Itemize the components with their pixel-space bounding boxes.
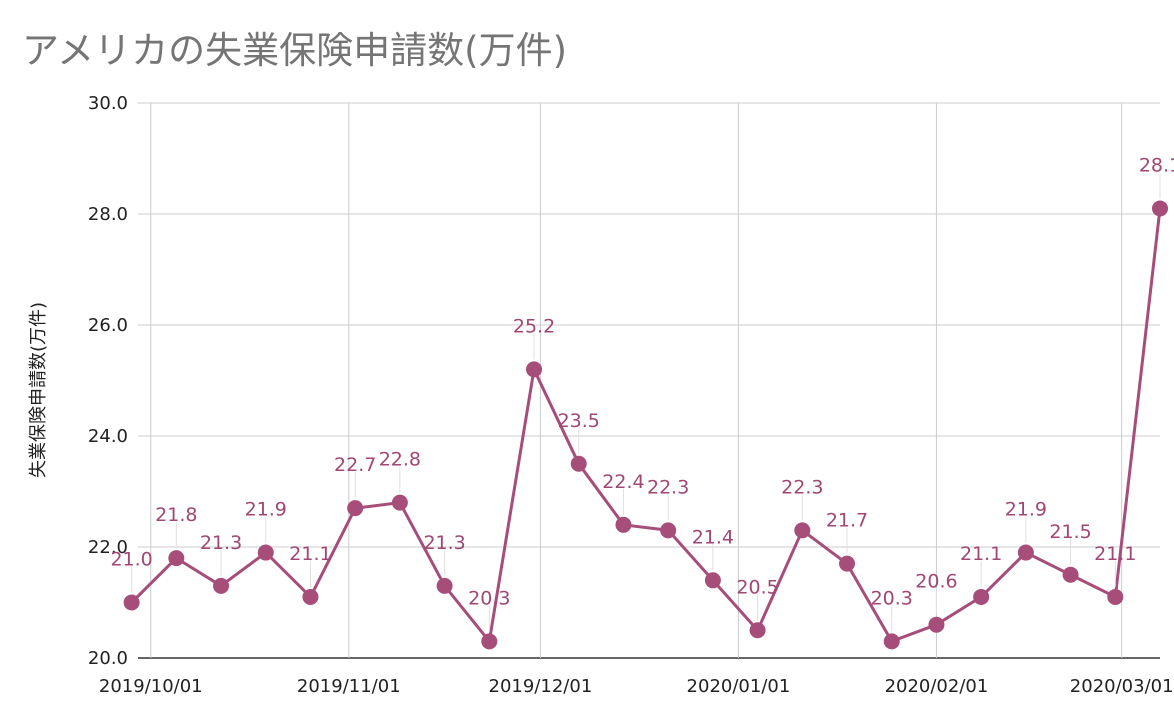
data-label: 20.3 (871, 587, 913, 609)
data-point (660, 522, 677, 539)
data-label: 25.2 (513, 315, 555, 337)
data-label: 21.9 (1005, 499, 1047, 521)
y-tick-label: 22.0 (88, 537, 128, 558)
y-tick-label: 20.0 (88, 648, 128, 669)
x-tick-label: 2019/11/01 (297, 676, 401, 697)
chart-title: アメリカの失業保険申請数(万件) (22, 29, 568, 72)
data-label: 21.8 (155, 504, 197, 526)
data-label: 28.1 (1139, 154, 1174, 176)
data-point (347, 500, 364, 517)
data-label: 21.3 (200, 532, 242, 554)
grid-layer (138, 102, 1160, 659)
data-point (436, 577, 453, 594)
y-tick-label: 24.0 (88, 426, 128, 447)
x-tick-label: 2019/10/01 (99, 676, 203, 697)
data-point (749, 622, 766, 639)
data-label: 22.3 (647, 476, 689, 498)
y-tick-label: 26.0 (88, 315, 128, 336)
data-point (168, 550, 185, 567)
data-label: 21.5 (1049, 521, 1091, 543)
data-label: 20.3 (468, 587, 510, 609)
data-point (213, 577, 230, 594)
data-point (1017, 544, 1034, 561)
data-label: 21.1 (289, 543, 331, 565)
data-point (391, 494, 408, 511)
data-label: 20.5 (736, 576, 778, 598)
series-layer (123, 172, 1168, 650)
x-tick-label: 2020/02/01 (885, 676, 989, 697)
data-label: 21.0 (110, 549, 152, 571)
data-point (973, 588, 990, 605)
data-point (302, 588, 319, 605)
data-point (794, 522, 811, 539)
data-label: 21.3 (423, 532, 465, 554)
data-point (1107, 588, 1124, 605)
axis-layer: 20.0 22.0 24.0 26.0 28.0 30.0 2019/10/01 2019/1… (88, 93, 1174, 697)
data-label: 21.4 (692, 526, 734, 548)
y-tick-label: 30.0 (88, 93, 128, 114)
data-label: 22.7 (334, 454, 376, 476)
data-label: 22.8 (379, 449, 421, 471)
data-point (615, 516, 632, 533)
data-point (1062, 566, 1079, 583)
data-point (883, 633, 900, 650)
data-point (257, 544, 274, 561)
data-label: 21.7 (826, 510, 868, 532)
x-tick-label: 2020/03/01 (1070, 676, 1174, 697)
data-label: 21.1 (1094, 543, 1136, 565)
data-point (704, 572, 721, 589)
data-label: 20.6 (915, 571, 957, 593)
data-label: 22.3 (781, 476, 823, 498)
data-point (481, 633, 498, 650)
data-point (839, 555, 856, 572)
data-label: 21.1 (960, 543, 1002, 565)
data-point (123, 594, 140, 611)
x-tick-label: 2019/12/01 (489, 676, 593, 697)
data-point (570, 455, 587, 472)
y-tick-label: 28.0 (88, 204, 128, 225)
data-label: 23.5 (558, 410, 600, 432)
data-point (928, 616, 945, 633)
data-point (1152, 200, 1168, 217)
x-tick-label: 2020/01/01 (687, 676, 791, 697)
data-label: 21.9 (245, 499, 287, 521)
series-line (130, 208, 1162, 643)
label-layer: 21.021.821.321.921.122.7 22.821.320.325.2… (110, 154, 1174, 609)
data-label: 22.4 (602, 471, 644, 493)
data-point (526, 361, 543, 378)
